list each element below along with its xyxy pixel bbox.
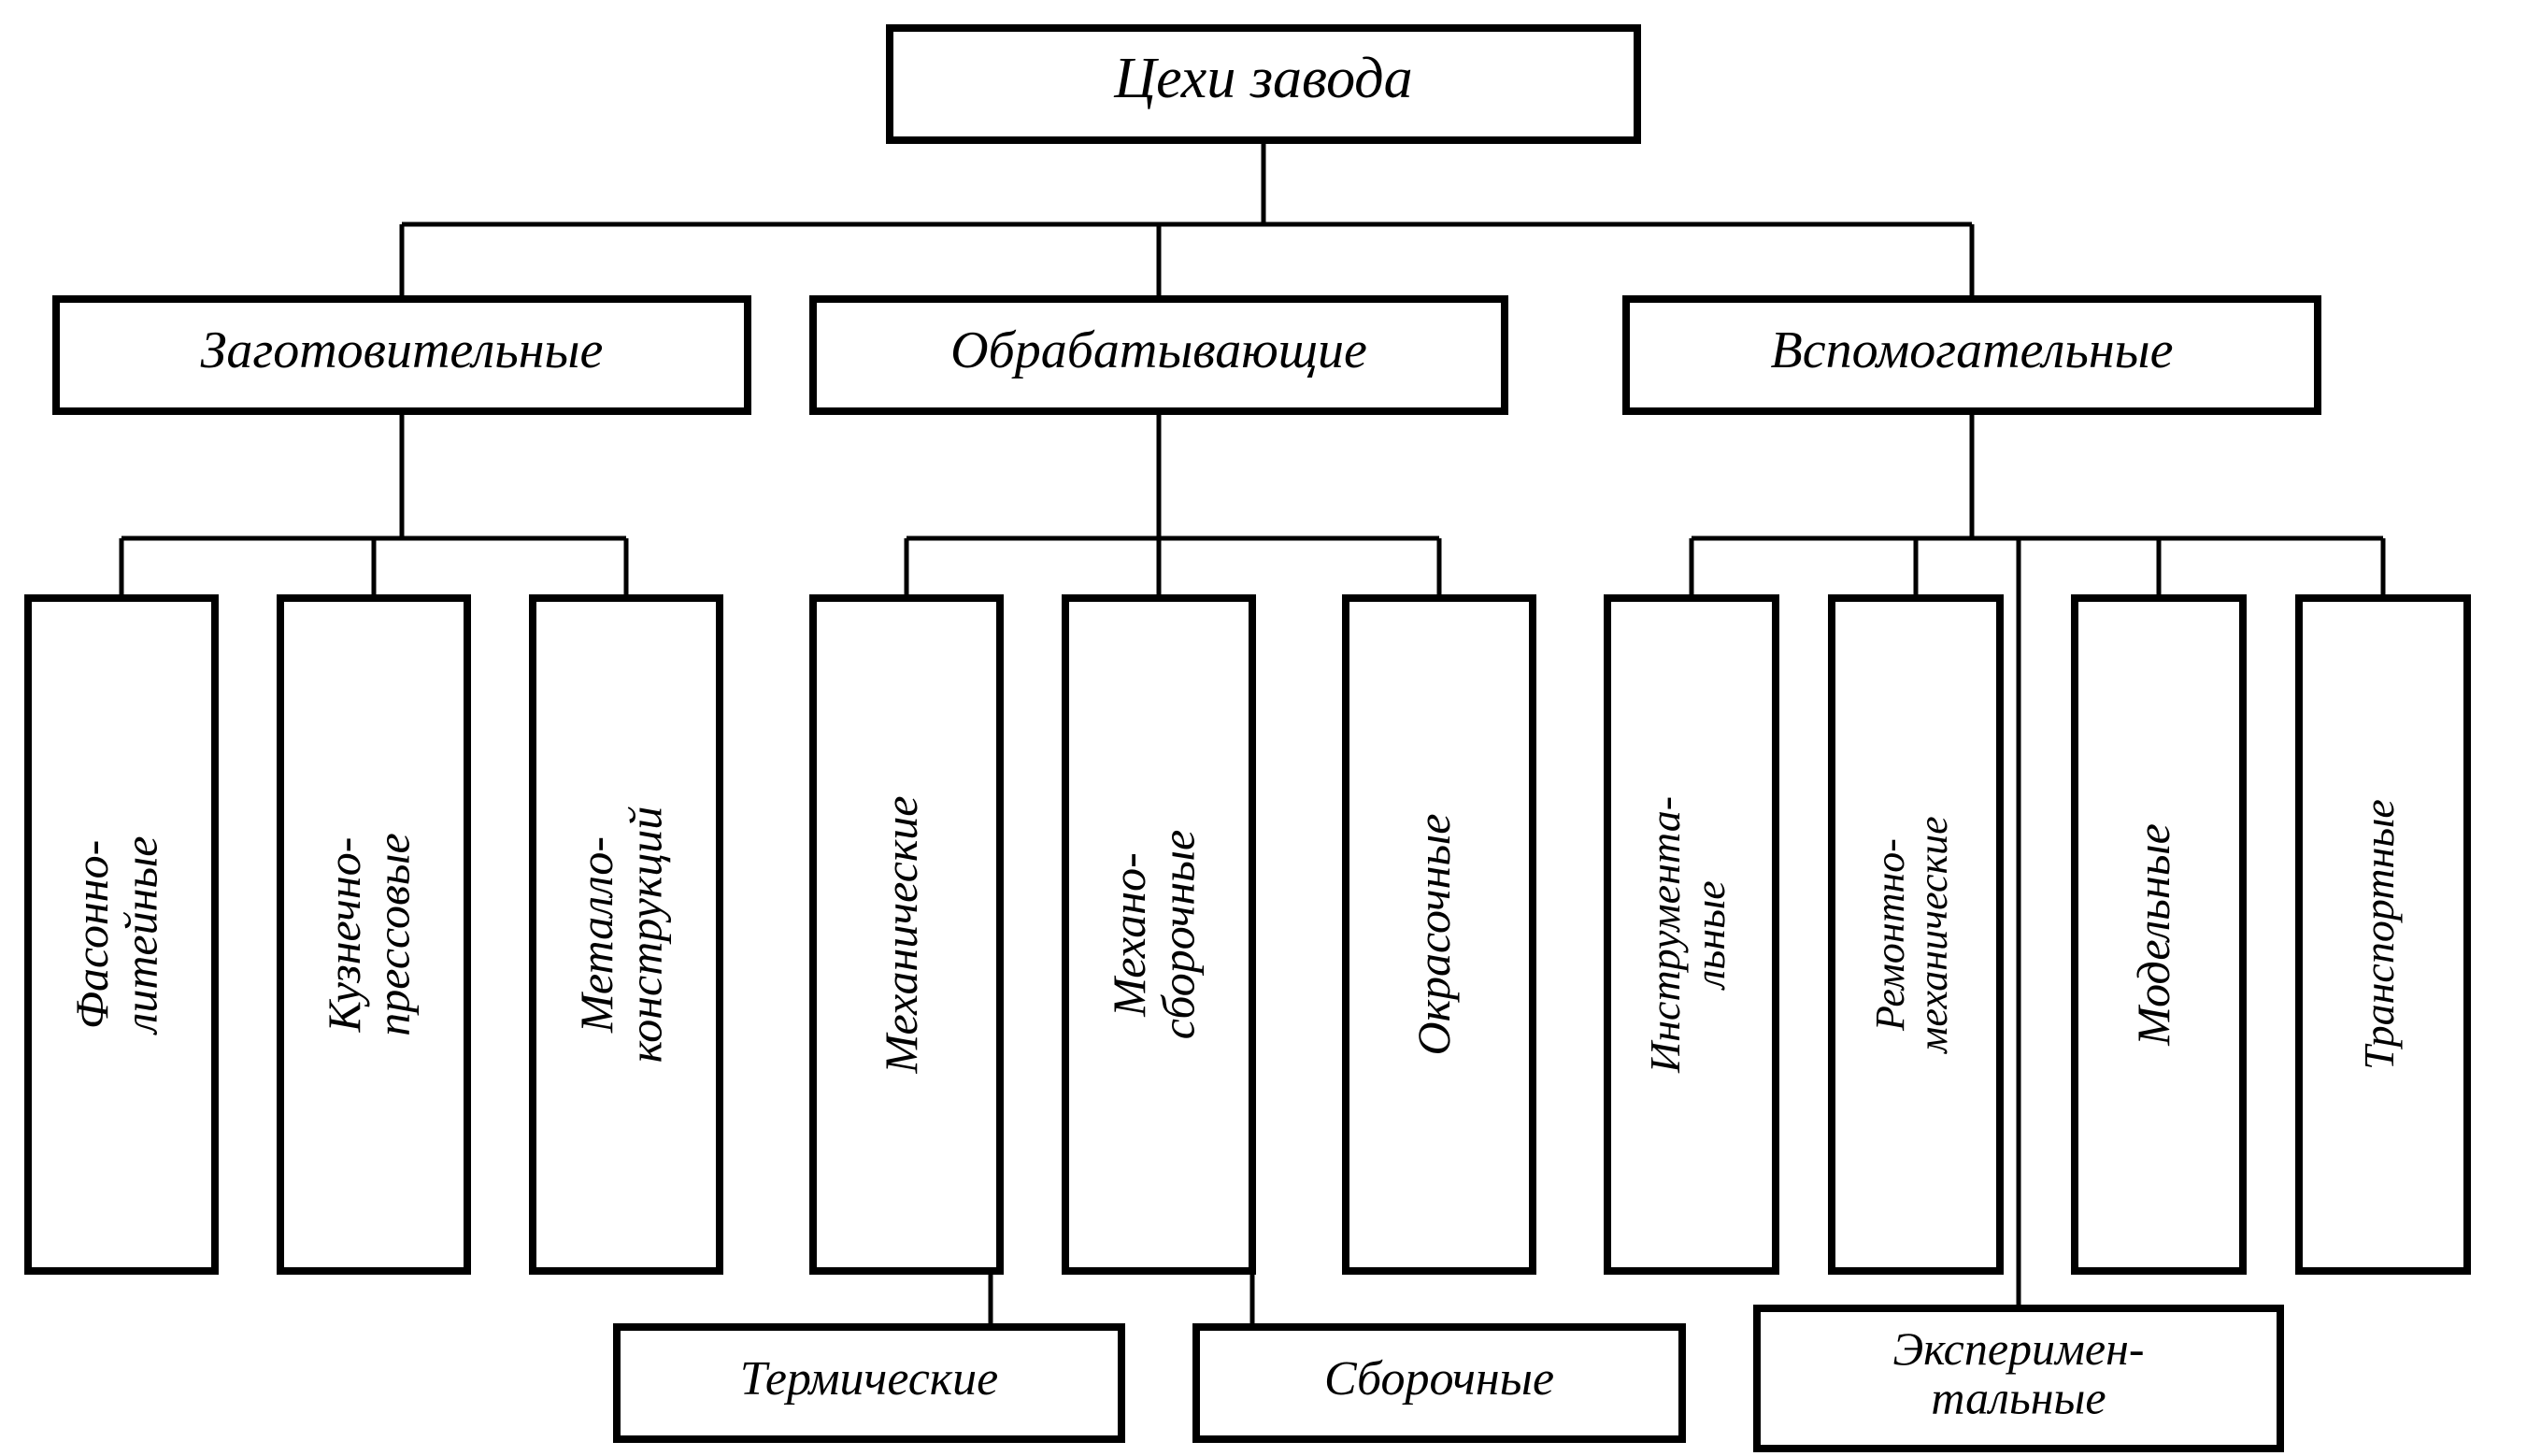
svg-text:Механические: Механические (875, 796, 927, 1075)
svg-text:Транспортные: Транспортные (2355, 799, 2403, 1070)
category-aux-label: Вспомогательные (1771, 321, 2174, 379)
category-prep-label: Заготовительные (201, 321, 604, 379)
svg-text:Металло-конструкций: Металло-конструкций (570, 807, 672, 1063)
svg-text:Ремонтно-механические: Ремонтно-механические (1867, 816, 1956, 1054)
root-node-label: Цехи завода (1113, 47, 1412, 110)
leaf-l3j-label: Транспортные (2355, 799, 2403, 1070)
leaf-l3e-label: Механо-сборочные (1103, 830, 1205, 1039)
extra-l4a-label: Термические (740, 1352, 998, 1406)
extra-l4b-label: Сборочные (1324, 1352, 1554, 1406)
leaf-l3d-label: Механические (875, 796, 927, 1075)
leaf-l3h-label: Ремонтно-механические (1867, 816, 1956, 1054)
svg-text:Окрасочные: Окрасочные (1407, 814, 1460, 1056)
leaf-l3c-label: Металло-конструкций (570, 807, 672, 1063)
leaf-l3a-label: Фасонно-литейные (65, 836, 167, 1036)
svg-text:Фасонно-литейные: Фасонно-литейные (65, 836, 167, 1036)
leaf-l3i-label: Модельные (2127, 823, 2179, 1047)
category-proc-label: Обрабатывающие (950, 321, 1367, 379)
leaf-l3f-label: Окрасочные (1407, 814, 1460, 1056)
org-chart: Цехи завода Заготовительные Обрабатывающие… (0, 0, 2527, 1456)
leaf-l3b-label: Кузнечно-прессовые (318, 833, 420, 1035)
svg-text:Кузнечно-прессовые: Кузнечно-прессовые (318, 833, 420, 1035)
svg-text:Модельные: Модельные (2127, 823, 2179, 1047)
svg-text:Механо-сборочные: Механо-сборочные (1103, 830, 1205, 1039)
